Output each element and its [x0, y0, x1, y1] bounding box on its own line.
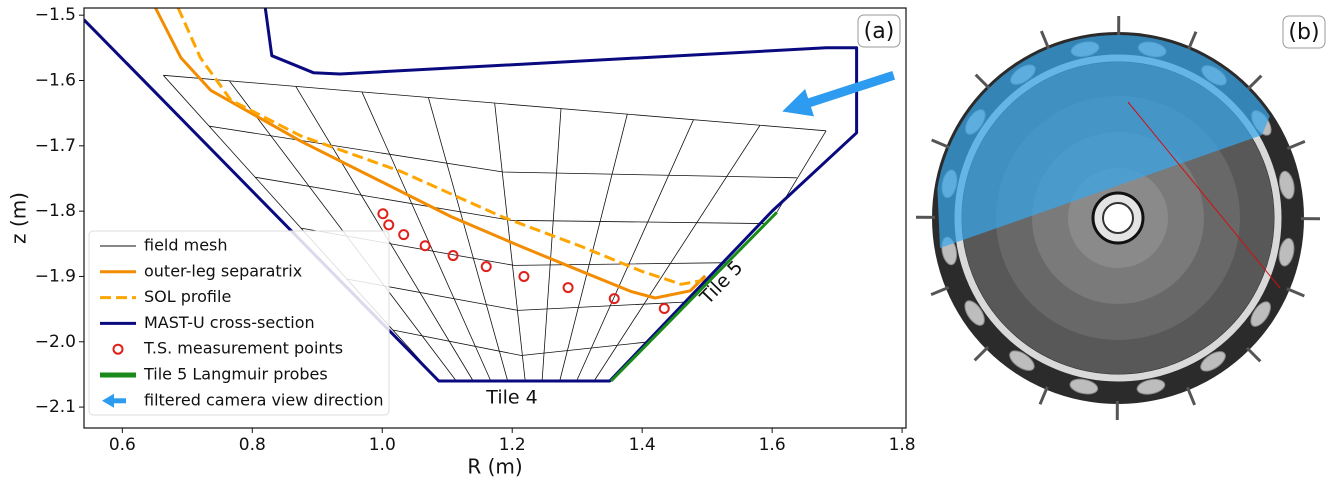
- y-tick-label: −2.1: [35, 397, 76, 417]
- x-tick-label: 1.2: [499, 435, 526, 455]
- arrow: [801, 75, 893, 105]
- panel-label: (a): [864, 19, 895, 44]
- legend: field mesh outer-leg separatrix SOL profil…: [89, 231, 389, 415]
- bracket: [1247, 348, 1260, 361]
- y-tick-label: −1.6: [35, 71, 76, 91]
- x-tick-label: 1.8: [889, 435, 916, 455]
- bracket: [1287, 141, 1305, 148]
- bracket: [1041, 31, 1048, 49]
- legend-label: T.S. measurement points: [143, 339, 343, 358]
- x-tick-label: 1.6: [759, 435, 786, 455]
- y-tick-label: −1.8: [35, 201, 76, 221]
- panel-label: (b): [1288, 20, 1319, 45]
- ts-point: [660, 304, 669, 313]
- bracket: [1187, 387, 1194, 405]
- bracket: [1040, 387, 1047, 405]
- x-tick-label: 1.0: [369, 435, 396, 455]
- bracket: [975, 347, 988, 360]
- y-tick-label: −2.0: [35, 332, 76, 352]
- camera-image: (b): [916, 16, 1325, 420]
- legend-label: MAST-U cross-section: [144, 313, 315, 332]
- y-tick-label: −1.5: [35, 5, 76, 25]
- ts-point: [564, 283, 573, 292]
- legend-label: filtered camera view direction: [144, 390, 384, 409]
- y-tick-label: −1.7: [35, 136, 76, 156]
- x-tick-label: 1.4: [629, 435, 656, 455]
- bracket: [932, 140, 950, 147]
- legend-label: field mesh: [144, 236, 228, 255]
- legend-label: outer-leg separatrix: [144, 261, 302, 280]
- y-axis-label: z (m): [7, 192, 31, 244]
- legend-label: SOL profile: [144, 287, 231, 306]
- ts-point: [519, 272, 528, 281]
- legend-label: Tile 5 Langmuir probes: [143, 365, 328, 384]
- centre-column: [1103, 203, 1133, 233]
- bracket: [1189, 32, 1196, 50]
- ts-point: [378, 209, 387, 218]
- ts-point: [399, 230, 408, 239]
- bracket: [1287, 289, 1305, 296]
- bracket: [931, 287, 949, 294]
- ts-point: [610, 294, 619, 303]
- bracket: [1248, 76, 1261, 89]
- line: [611, 212, 777, 381]
- annotation: Tile 4: [485, 387, 537, 409]
- y-tick-label: −1.9: [35, 266, 76, 286]
- ts-point: [421, 241, 430, 250]
- ts-point: [384, 220, 393, 229]
- bracket: [976, 75, 989, 88]
- x-axis-label: R (m): [467, 455, 522, 479]
- x-tick-label: 0.6: [109, 435, 136, 455]
- x-tick-label: 0.8: [239, 435, 266, 455]
- ts-point: [482, 262, 491, 271]
